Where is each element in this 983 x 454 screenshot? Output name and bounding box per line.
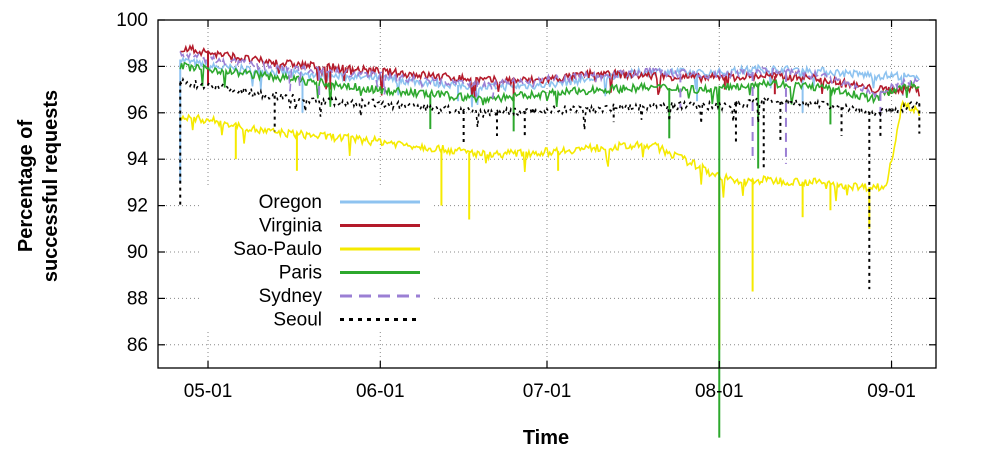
y-tick-label: 92 bbox=[127, 196, 148, 217]
series-line-paris bbox=[179, 61, 920, 107]
x-axis-title: Time bbox=[523, 427, 569, 449]
y-tick-label: 98 bbox=[127, 56, 148, 77]
y-axis-title-line-2: successful requests bbox=[40, 90, 62, 282]
axis-ticks: 05-01 06-01 07-01 08-01 09-01 86 88 90 92 94 96 98 1… bbox=[116, 10, 936, 402]
legend-label-virginia: Virginia bbox=[259, 216, 322, 237]
x-tick-label: 08-01 bbox=[695, 381, 744, 402]
legend-background bbox=[200, 185, 432, 332]
series-line-seoul bbox=[179, 76, 921, 131]
series-lines bbox=[179, 43, 921, 438]
legend-label-sao-paulo: Sao-Paulo bbox=[233, 239, 322, 260]
series-line-sao-paulo bbox=[179, 99, 921, 202]
series-line-oregon bbox=[179, 56, 920, 108]
y-tick-label: 88 bbox=[127, 288, 148, 309]
series-line-sydney bbox=[179, 51, 921, 99]
y-tick-label: 94 bbox=[127, 149, 149, 170]
y-tick-label: 96 bbox=[127, 103, 148, 124]
legend-label-seoul: Seoul bbox=[273, 310, 322, 331]
x-tick-label: 09-01 bbox=[867, 381, 916, 402]
x-tick-label: 05-01 bbox=[184, 381, 233, 402]
legend-label-oregon: Oregon bbox=[259, 192, 322, 213]
x-tick-label: 06-01 bbox=[356, 381, 405, 402]
y-axis-title-line-1: Percentage of bbox=[15, 120, 37, 253]
legend-label-paris: Paris bbox=[279, 263, 322, 284]
legend-label-sydney: Sydney bbox=[259, 286, 323, 307]
x-tick-label: 07-01 bbox=[523, 381, 572, 402]
y-tick-label: 86 bbox=[127, 335, 148, 356]
y-tick-label: 90 bbox=[127, 242, 148, 263]
y-tick-label: 100 bbox=[116, 10, 148, 31]
